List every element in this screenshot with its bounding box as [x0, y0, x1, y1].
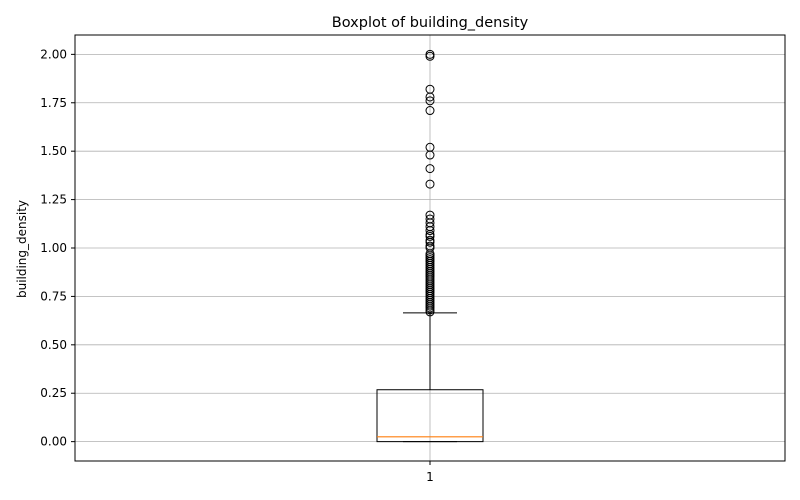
y-tick-label: 1.50 [40, 144, 67, 158]
y-tick-label: 0.00 [40, 435, 67, 449]
outlier-point [425, 164, 435, 174]
outlier-point [425, 235, 435, 245]
y-tick-label: 0.50 [40, 338, 67, 352]
outlier-layer [425, 49, 435, 317]
x-tick-label: 1 [426, 470, 434, 484]
y-tick-label: 0.75 [40, 289, 67, 303]
y-tick-label: 0.25 [40, 386, 67, 400]
outlier-point [425, 179, 435, 189]
outlier-point [425, 84, 435, 94]
outlier-point [425, 241, 435, 251]
box-iqr [376, 389, 484, 443]
outlier-point [425, 210, 435, 220]
axes-layer: 0.00 0.25 0.50 0.75 1.00 1.25 1.50 1.75 2.00 1 [40, 34, 786, 484]
y-tick-label: 1.75 [40, 96, 67, 110]
chart-title: Boxplot of building_density [332, 15, 529, 31]
outlier-point [425, 214, 435, 224]
outlier-point [425, 96, 435, 106]
outlier-point [425, 49, 435, 59]
y-tick-label: 1.00 [40, 241, 67, 255]
y-axis-label: building_density [15, 200, 29, 298]
grid-layer [75, 35, 785, 461]
y-tick-label: 2.00 [40, 47, 67, 61]
y-tick-label: 1.25 [40, 193, 67, 207]
outlier-point [425, 142, 435, 152]
outlier-point [425, 106, 435, 116]
box-layer [376, 312, 484, 443]
